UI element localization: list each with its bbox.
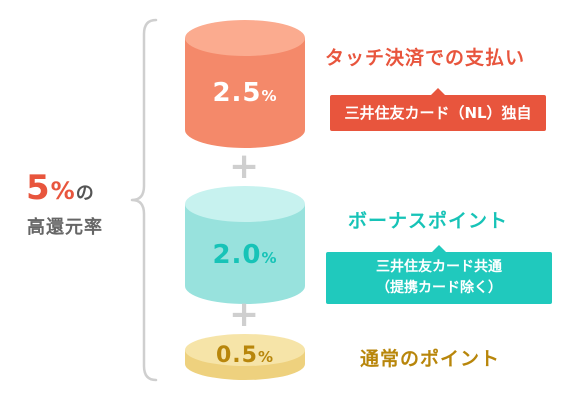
tier-title-touch-payment: タッチ決済での支払い: [325, 47, 526, 69]
badge-touch-payment: 三井住友カード（NL）独自: [330, 88, 546, 131]
cylinder-shape: [185, 334, 305, 380]
tier-title-bonus-points: ボーナスポイント: [348, 210, 509, 232]
badge-bonus-points: 三井住友カード共通 （提携カード除く）: [326, 245, 552, 304]
cylinder-rate-label: 0.5%: [185, 343, 305, 368]
badge-pointer: [430, 88, 446, 96]
rate-value: 0.5: [215, 343, 258, 368]
cylinder-rate-label: 2.0%: [185, 240, 305, 270]
cylinder-bonus-points: 2.0%: [185, 186, 305, 304]
cylinder-touch-payment: 2.5%: [185, 20, 305, 148]
plus-sign: +: [229, 146, 260, 187]
cylinder-shape: [185, 20, 305, 148]
cylinder-shape: [185, 186, 305, 304]
total-rate-label: 高還元率: [27, 217, 103, 238]
cylinder-rate-label: 2.5%: [185, 78, 305, 108]
tier-title-regular-points: 通常のポイント: [360, 348, 501, 370]
badge-text-line: 三井住友カード共通: [376, 259, 502, 275]
rate-value: 2.5: [212, 78, 262, 108]
curly-brace: [130, 18, 158, 382]
rate-value: 2.0: [212, 240, 262, 270]
cylinder-regular-points: 0.5%: [185, 334, 305, 382]
rate-unit: %: [261, 249, 278, 267]
rate-unit: %: [261, 87, 278, 105]
plus-sign: +: [229, 294, 260, 335]
badge-pointer: [431, 245, 447, 253]
total-rate-number: 5: [26, 168, 51, 208]
rate-unit: %: [257, 348, 274, 366]
total-rate-suffix: の: [75, 183, 94, 204]
total-rate: 5%の: [26, 168, 126, 208]
total-rate-unit: %: [50, 177, 75, 205]
badge-text: 三井住友カード（NL）独自: [344, 104, 532, 122]
badge-text-line: （提携カード除く）: [376, 280, 502, 296]
